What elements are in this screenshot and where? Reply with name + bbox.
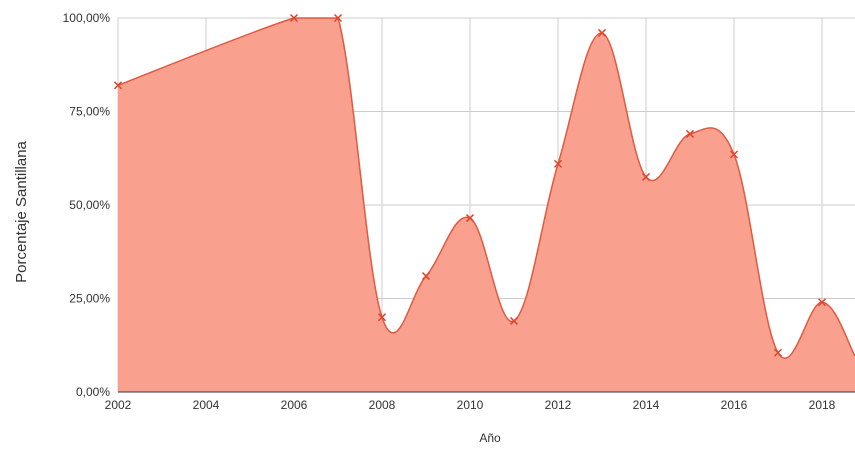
x-axis-title: Año (479, 431, 501, 445)
x-axis-ticks: 2002 2004 2006 2008 2010 2012 2014 2016 2018 (105, 398, 836, 412)
data-point (553, 159, 563, 168)
area-fill (118, 18, 855, 392)
x-tick-label: 2014 (633, 398, 660, 412)
y-tick-label: 25,00% (69, 292, 110, 306)
x-tick-label: 2002 (105, 398, 132, 412)
data-point (113, 81, 123, 90)
y-axis-ticks: 0,00% 25,00% 50,00% 75,00% 100,00% (63, 11, 111, 399)
data-point (597, 28, 607, 37)
x-tick-label: 2012 (545, 398, 572, 412)
data-point (421, 272, 431, 281)
y-tick-label: 75,00% (69, 105, 110, 119)
x-tick-label: 2004 (193, 398, 220, 412)
y-tick-label: 50,00% (69, 198, 110, 212)
data-point (377, 313, 387, 322)
x-tick-label: 2008 (369, 398, 396, 412)
y-tick-label: 0,00% (76, 385, 110, 399)
y-tick-label: 100,00% (63, 11, 111, 25)
data-point (685, 129, 695, 138)
x-tick-label: 2010 (457, 398, 484, 412)
data-point (289, 13, 299, 23)
data-point (641, 172, 651, 181)
y-axis-title: Porcentaje Santillana (13, 140, 30, 282)
data-point (729, 150, 739, 159)
series-line (117, 17, 855, 359)
data-point (509, 316, 519, 325)
x-tick-label: 2006 (281, 398, 308, 412)
data-point (465, 214, 475, 223)
data-point (817, 298, 827, 307)
data-point (773, 348, 783, 357)
x-tick-label: 2018 (809, 398, 836, 412)
data-point (333, 13, 343, 23)
data-markers (113, 13, 827, 357)
x-tick-label: 2016 (721, 398, 748, 412)
